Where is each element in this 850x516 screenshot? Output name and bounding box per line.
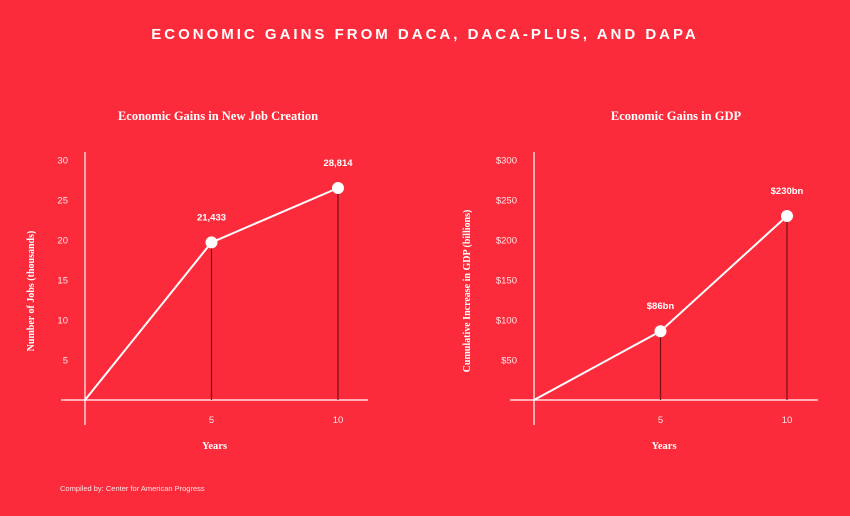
x-tick-label: 10 [333,415,344,426]
y-tick-label: 5 [63,356,68,367]
x-axis-label: Years [651,441,676,452]
data-label: 21,433 [197,212,226,223]
y-tick-label: $150 [496,276,517,287]
y-axis-label: Cumulative Increase in GDP (billions) [462,210,473,373]
y-axis-label: Number of Jobs (thousands) [26,231,37,352]
data-label: $230bn [771,186,804,197]
data-point [781,210,793,222]
data-label: $86bn [647,301,675,312]
x-tick-label: 5 [658,415,663,426]
chart-title-jobs: Economic Gains in New Job Creation [117,109,319,123]
y-tick-label: $100 [496,316,517,327]
data-point [332,182,344,194]
y-tick-label: 15 [57,276,68,287]
page-title: ECONOMIC GAINS FROM DACA, DACA-PLUS, AND… [151,26,699,43]
data-label: 28,814 [323,158,353,169]
y-tick-label: 20 [57,236,68,247]
y-tick-label: 30 [57,156,68,167]
y-tick-label: $300 [496,156,517,167]
source-note: Compiled by: Center for American Progres… [60,484,205,493]
y-tick-label: 10 [57,316,68,327]
x-tick-label: 10 [782,415,793,426]
data-point [205,236,218,249]
y-tick-label: 25 [57,196,68,207]
y-tick-label: $50 [501,356,517,367]
chart-title-gdp: Economic Gains in GDP [610,109,742,123]
x-tick-label: 5 [209,415,214,426]
x-axis-label: Years [202,441,227,452]
y-tick-label: $250 [496,196,517,207]
data-point [654,325,667,338]
y-tick-label: $200 [496,236,517,247]
